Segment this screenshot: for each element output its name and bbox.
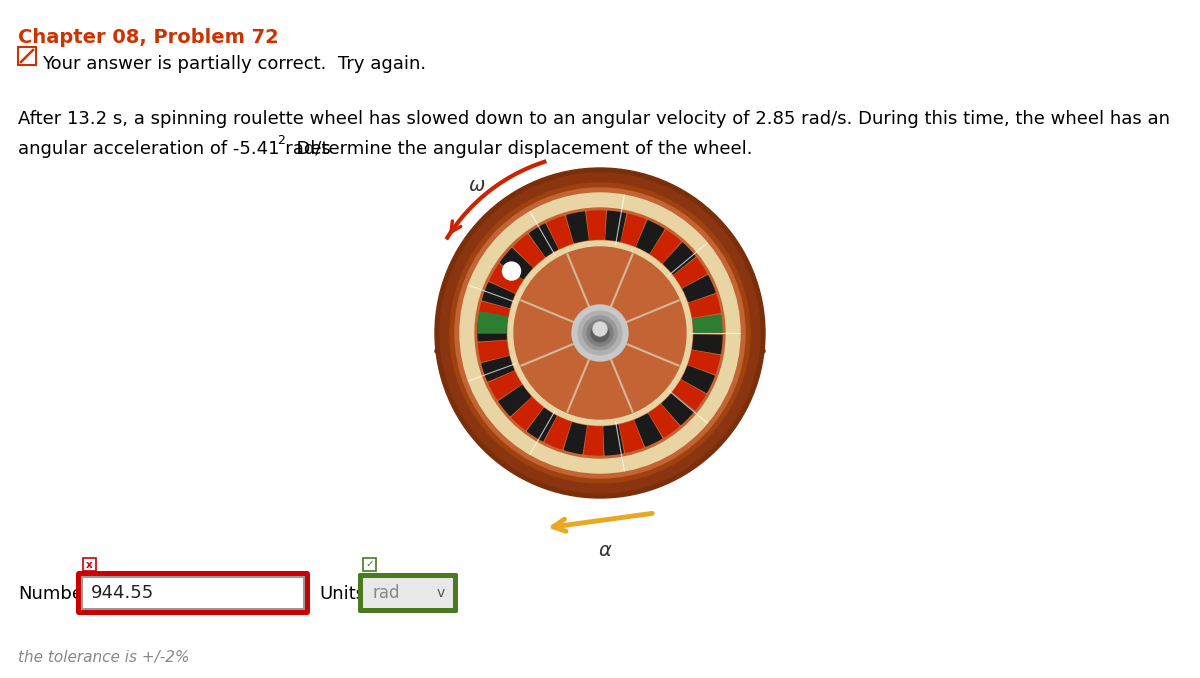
Wedge shape bbox=[482, 357, 514, 381]
Wedge shape bbox=[689, 351, 720, 374]
Text: 944.55: 944.55 bbox=[91, 584, 155, 602]
Wedge shape bbox=[662, 393, 694, 424]
Wedge shape bbox=[682, 366, 714, 393]
FancyBboxPatch shape bbox=[82, 577, 304, 609]
Wedge shape bbox=[650, 231, 680, 262]
Text: the tolerance is +/-2%: the tolerance is +/-2% bbox=[18, 650, 190, 665]
Text: Your answer is partially correct.  Try again.: Your answer is partially correct. Try ag… bbox=[42, 55, 426, 73]
Wedge shape bbox=[692, 335, 722, 354]
Text: v: v bbox=[437, 586, 445, 600]
Wedge shape bbox=[664, 243, 695, 274]
Wedge shape bbox=[499, 386, 530, 416]
Wedge shape bbox=[620, 421, 643, 452]
Text: After 13.2 s, a spinning roulette wheel has slowed down to an angular velocity o: After 13.2 s, a spinning roulette wheel … bbox=[18, 110, 1170, 128]
Circle shape bbox=[436, 168, 766, 498]
Wedge shape bbox=[649, 405, 679, 437]
FancyBboxPatch shape bbox=[364, 578, 454, 608]
Circle shape bbox=[593, 322, 607, 336]
Wedge shape bbox=[514, 235, 544, 266]
Ellipse shape bbox=[436, 333, 766, 369]
Text: rad: rad bbox=[373, 584, 401, 602]
Wedge shape bbox=[635, 414, 662, 446]
Text: Units: Units bbox=[319, 585, 365, 603]
Circle shape bbox=[460, 193, 740, 473]
Wedge shape bbox=[637, 221, 664, 253]
Wedge shape bbox=[547, 216, 572, 248]
Wedge shape bbox=[482, 283, 515, 307]
Text: Chapter 08, Problem 72: Chapter 08, Problem 72 bbox=[18, 28, 278, 47]
Wedge shape bbox=[673, 380, 706, 410]
Wedge shape bbox=[564, 423, 586, 454]
Text: 2: 2 bbox=[277, 134, 284, 147]
Wedge shape bbox=[692, 315, 722, 333]
Wedge shape bbox=[604, 425, 623, 455]
Wedge shape bbox=[674, 258, 707, 287]
Text: ✓: ✓ bbox=[365, 559, 374, 570]
Wedge shape bbox=[488, 372, 521, 399]
Circle shape bbox=[592, 324, 610, 342]
Wedge shape bbox=[479, 302, 509, 323]
Wedge shape bbox=[566, 212, 588, 243]
FancyBboxPatch shape bbox=[83, 558, 96, 571]
Circle shape bbox=[503, 262, 521, 280]
Wedge shape bbox=[500, 249, 532, 279]
Text: . Determine the angular displacement of the wheel.: . Determine the angular displacement of … bbox=[286, 140, 752, 158]
Circle shape bbox=[572, 305, 628, 361]
Wedge shape bbox=[529, 224, 558, 256]
Wedge shape bbox=[606, 212, 625, 241]
Circle shape bbox=[455, 188, 745, 478]
Wedge shape bbox=[545, 417, 571, 449]
Wedge shape bbox=[587, 211, 605, 239]
Text: angular acceleration of -5.41 rad/s: angular acceleration of -5.41 rad/s bbox=[18, 140, 331, 158]
FancyBboxPatch shape bbox=[364, 558, 376, 571]
Wedge shape bbox=[683, 276, 715, 302]
Text: x: x bbox=[86, 559, 92, 570]
FancyBboxPatch shape bbox=[76, 571, 310, 615]
Circle shape bbox=[475, 208, 725, 458]
Circle shape bbox=[450, 183, 750, 483]
Wedge shape bbox=[528, 409, 556, 441]
Wedge shape bbox=[478, 312, 508, 333]
Wedge shape bbox=[478, 323, 506, 341]
Text: ω: ω bbox=[468, 176, 485, 195]
Circle shape bbox=[440, 173, 760, 493]
Wedge shape bbox=[622, 214, 646, 246]
Wedge shape bbox=[689, 295, 720, 317]
Wedge shape bbox=[479, 341, 509, 361]
FancyBboxPatch shape bbox=[18, 47, 36, 65]
Wedge shape bbox=[584, 426, 602, 455]
Circle shape bbox=[583, 316, 617, 350]
Circle shape bbox=[578, 311, 622, 355]
Circle shape bbox=[514, 247, 686, 419]
Circle shape bbox=[508, 241, 692, 425]
Text: Number: Number bbox=[18, 585, 90, 603]
Circle shape bbox=[587, 320, 613, 346]
FancyBboxPatch shape bbox=[358, 573, 458, 613]
Wedge shape bbox=[490, 264, 522, 292]
FancyBboxPatch shape bbox=[83, 578, 302, 608]
Wedge shape bbox=[512, 398, 542, 430]
Text: α: α bbox=[599, 540, 612, 559]
